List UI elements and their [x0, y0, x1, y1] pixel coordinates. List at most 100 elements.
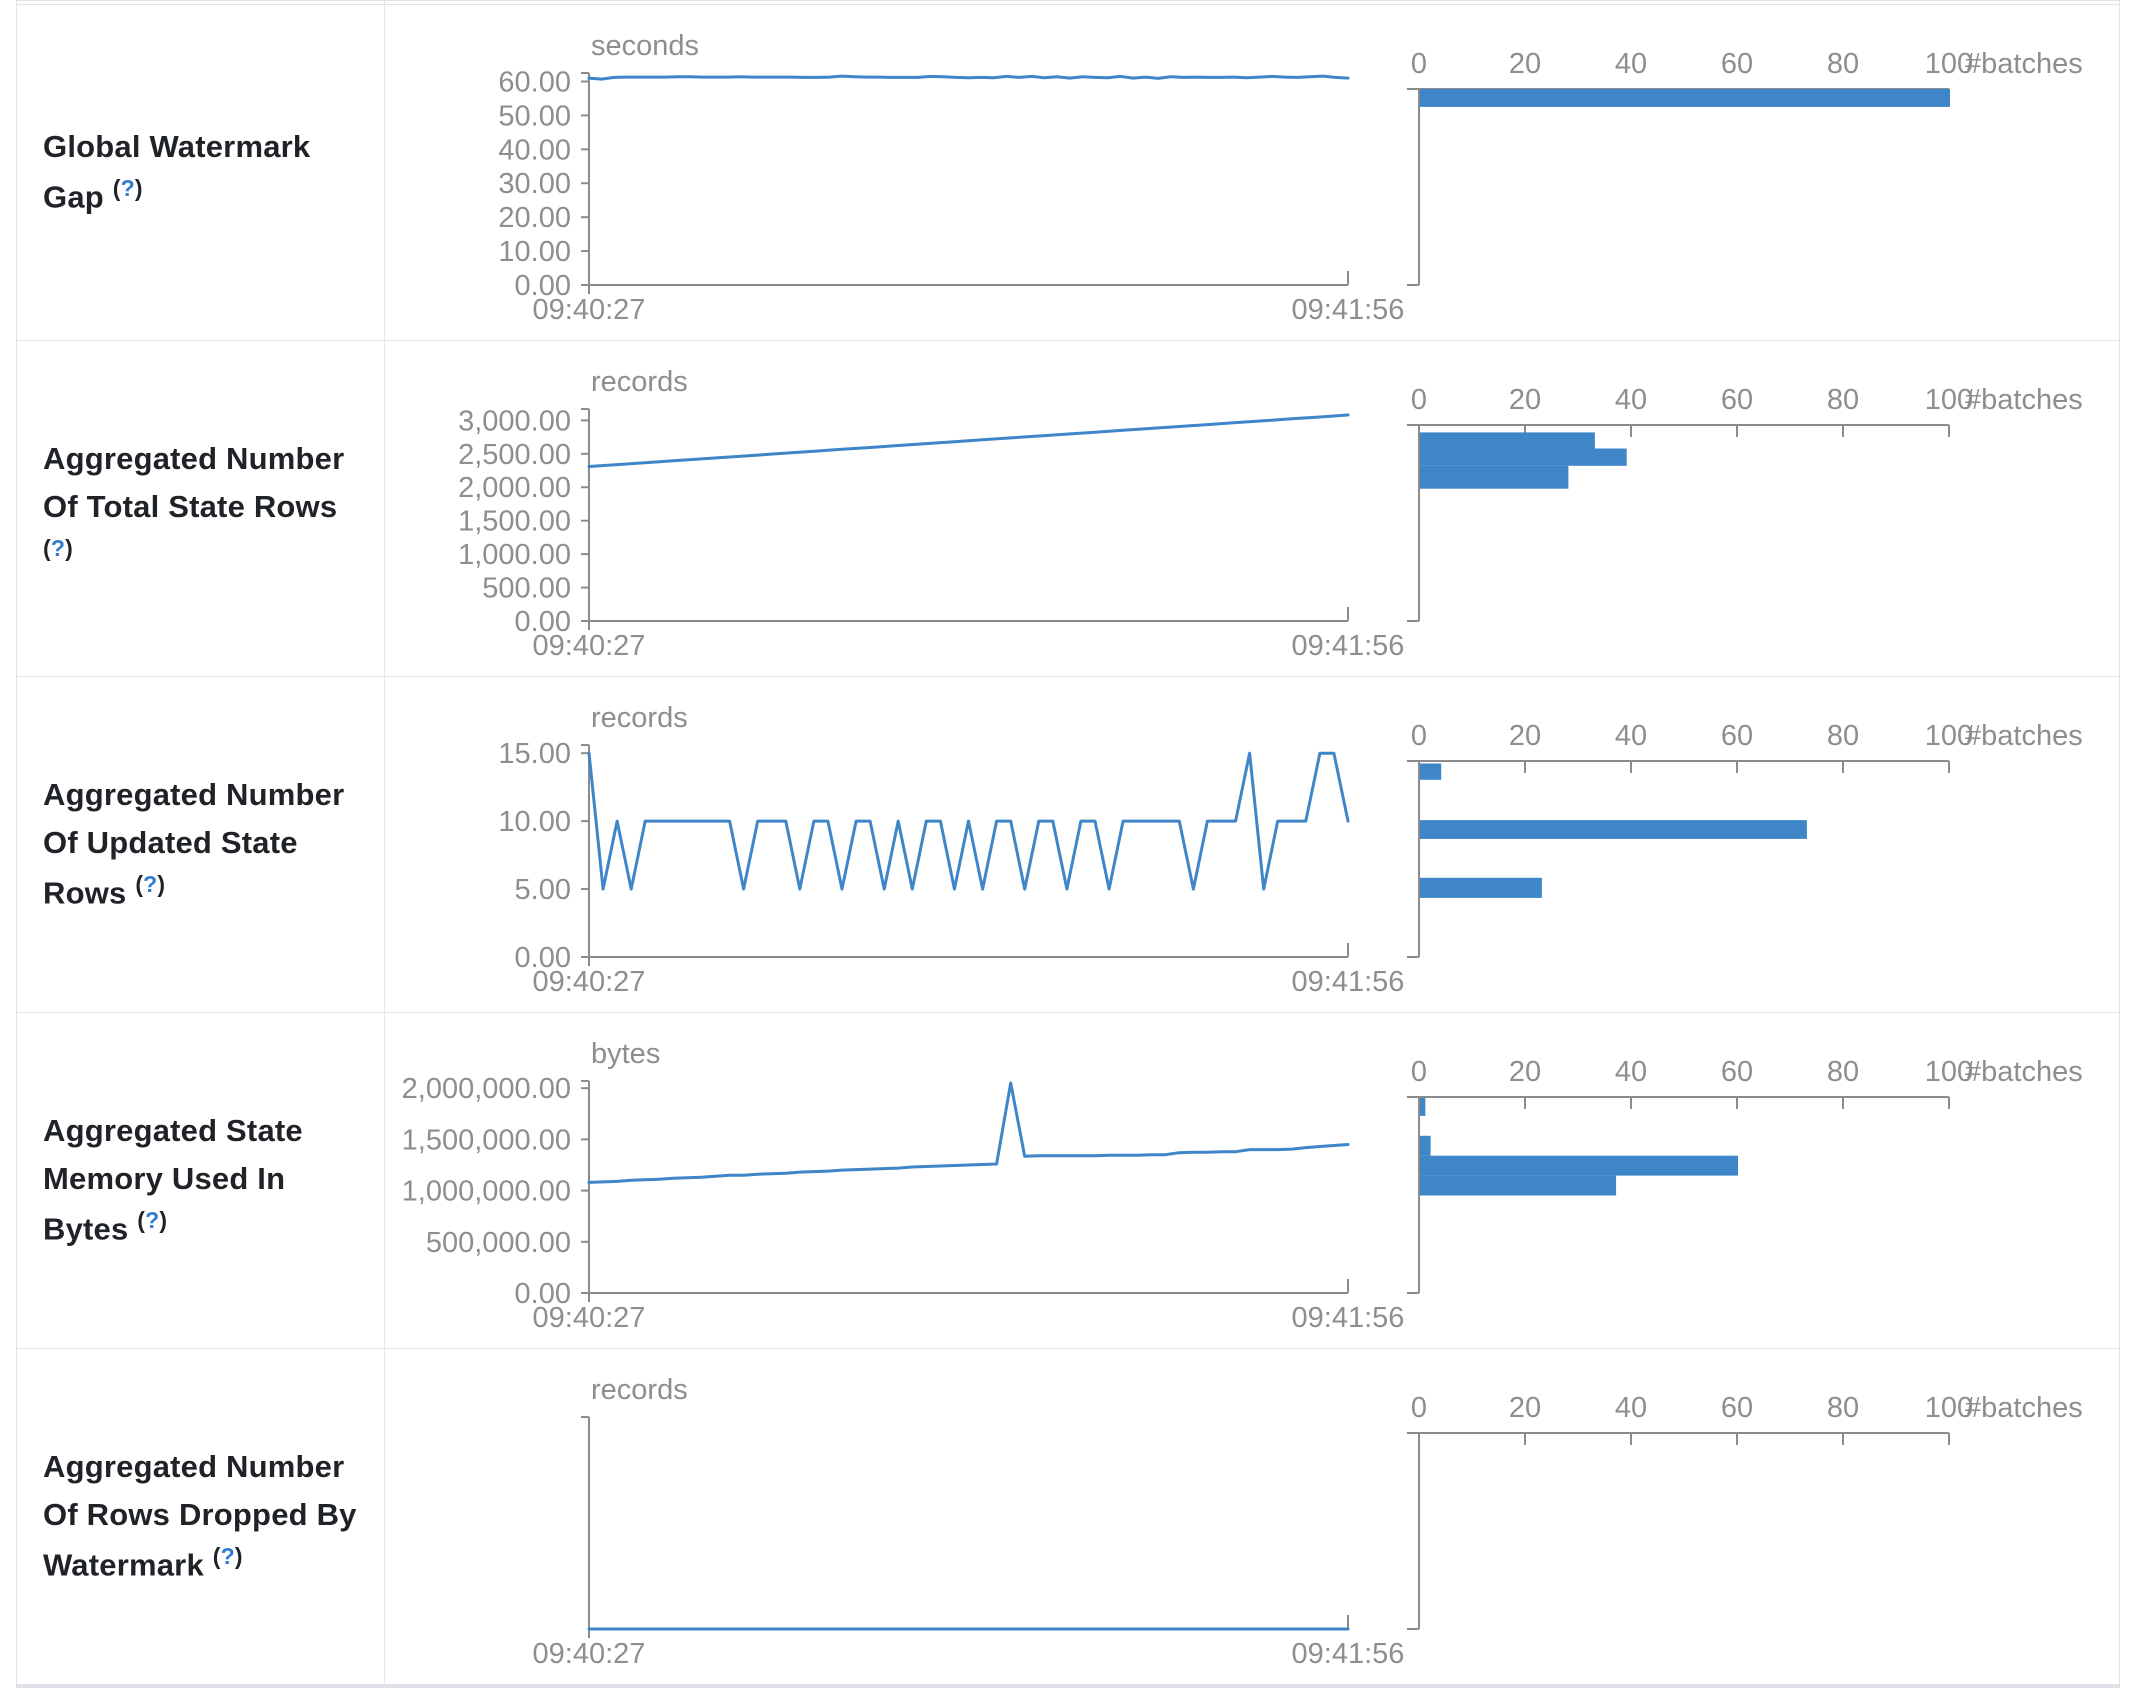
timeline-x-start-label: 09:40:27 — [533, 1302, 646, 1334]
histogram-bar — [1420, 1097, 1426, 1116]
timeline-x-end-label: 09:41:56 — [1292, 1302, 1405, 1334]
timeline-y-tick-label: 1,000.00 — [458, 539, 571, 571]
timeline-y-tick-label: 40.00 — [498, 134, 571, 166]
metric-title: Aggregated Number Of Rows Dropped By Wat… — [43, 1449, 357, 1583]
histogram-x-tick-label: 40 — [1615, 48, 1647, 80]
histogram-x-tick-label: 40 — [1615, 1392, 1647, 1424]
histogram-x-tick-label: 20 — [1509, 1392, 1541, 1424]
histogram-x-tick-label: 80 — [1827, 48, 1859, 80]
timeline-line — [587, 413, 1350, 468]
metric-title: Aggregated State Memory Used In Bytes — [43, 1113, 303, 1247]
question-mark[interactable]: ? — [120, 175, 135, 202]
metric-label: Global Watermark Gap (?) — [43, 123, 366, 221]
histogram-x-tick-label: 60 — [1721, 1056, 1753, 1088]
streaming-statistics-table: Global Watermark Gap (?) seconds 0.00 10.0… — [16, 0, 2120, 1688]
timeline-y-tick-label: 500,000.00 — [426, 1227, 571, 1259]
timeline-x-start-label: 09:40:27 — [533, 294, 646, 326]
metric-label-cell: Global Watermark Gap (?) — [17, 5, 385, 340]
question-mark[interactable]: ? — [145, 1207, 160, 1234]
histogram-x-tick-label: 0 — [1411, 1056, 1427, 1088]
histogram-bar — [1420, 448, 1627, 466]
chart-svg: bytes 0.00 500,000.00 1,000,000.00 1,500,000… — [402, 1038, 2083, 1334]
histogram-x-tick-label: 80 — [1827, 384, 1859, 416]
histogram-axis-label: #batches — [1965, 48, 2083, 80]
histogram-x-tick-label: 0 — [1411, 720, 1427, 752]
timeline-x-start-label: 09:40:27 — [533, 966, 646, 998]
metric-title: Aggregated Number Of Updated State Rows — [43, 777, 345, 911]
timeline-y-tick-label: 0.00 — [515, 270, 571, 302]
histogram-x-tick-label: 20 — [1509, 720, 1541, 752]
help-tooltip[interactable]: (?) — [112, 175, 143, 202]
timeline-y-tick-label: 20.00 — [498, 202, 571, 234]
help-tooltip[interactable]: (?) — [43, 535, 73, 562]
question-mark[interactable]: ? — [143, 871, 158, 898]
histogram-x-tick-label: 60 — [1721, 720, 1753, 752]
help-tooltip[interactable]: (?) — [212, 1543, 243, 1570]
help-tooltip[interactable]: (?) — [135, 871, 166, 898]
histogram-x-tick-label: 100 — [1925, 1392, 1973, 1424]
histogram-x-tick-label: 100 — [1925, 384, 1973, 416]
metric-label: Aggregated Number Of Total State Rows (?… — [43, 435, 366, 581]
timeline-y-tick-label: 1,000,000.00 — [402, 1176, 571, 1208]
histogram-x-tick-label: 20 — [1509, 48, 1541, 80]
histogram-x-tick-label: 40 — [1615, 384, 1647, 416]
histogram-axis-label: #batches — [1965, 1056, 2083, 1088]
histogram-x-tick-label: 20 — [1509, 384, 1541, 416]
unit-label: seconds — [591, 30, 699, 62]
timeline-y-tick-label: 2,000,000.00 — [402, 1073, 571, 1105]
metric-label-cell: Aggregated Number Of Updated State Rows … — [17, 677, 385, 1012]
question-mark[interactable]: ? — [50, 535, 66, 562]
timeline-histogram-chart: bytes 0.00 500,000.00 1,000,000.00 1,500,000… — [385, 1013, 2119, 1348]
timeline-y-tick-label: 60.00 — [498, 66, 571, 98]
timeline-y-tick-label: 0.00 — [515, 606, 571, 638]
metric-title: Aggregated Number Of Total State Rows — [43, 441, 345, 525]
histogram-x-tick-label: 40 — [1615, 1056, 1647, 1088]
timeline-y-tick-label: 10.00 — [498, 806, 571, 838]
metric-row-state-memory-used: Aggregated State Memory Used In Bytes (?… — [17, 1013, 2119, 1349]
timeline-x-start-label: 09:40:27 — [533, 1638, 646, 1670]
timeline-histogram-chart: records 0.00 5.00 10.00 15.00 09:40:27 09:41:5… — [385, 677, 2119, 1012]
chart-svg: records 09:40:27 09:41:56 0 20 40 60 80 100#batc… — [533, 1374, 2083, 1670]
timeline-histogram-chart: records 0.00 500.00 1,000.00 1,500.00 2,000.0… — [385, 341, 2119, 676]
timeline-y-tick-label: 0.00 — [515, 942, 571, 974]
timeline-y-tick-label: 10.00 — [498, 236, 571, 268]
timeline-y-tick-label: 1,500,000.00 — [402, 1124, 571, 1156]
histogram-x-tick-label: 60 — [1721, 384, 1753, 416]
histogram-bar — [1420, 820, 1807, 839]
timeline-y-tick-label: 500.00 — [482, 573, 571, 605]
metric-label-cell: Aggregated State Memory Used In Bytes (?… — [17, 1013, 385, 1348]
histogram-bar — [1420, 465, 1569, 489]
timeline-x-start-label: 09:40:27 — [533, 630, 646, 662]
unit-label: records — [591, 366, 688, 398]
timeline-line — [587, 1081, 1350, 1184]
histogram-x-tick-label: 100 — [1925, 1056, 1973, 1088]
metric-row-total-state-rows: Aggregated Number Of Total State Rows (?… — [17, 341, 2119, 677]
histogram-bar — [1420, 432, 1595, 449]
timeline-histogram-chart: seconds 0.00 10.00 20.00 30.00 40.00 50.00 60.0… — [385, 5, 2119, 340]
chart-svg: records 0.00500.001,000.001,500.002,000.0… — [458, 366, 2083, 662]
metric-label: Aggregated Number Of Updated State Rows … — [43, 771, 366, 917]
histogram-axis-label: #batches — [1965, 384, 2083, 416]
histogram-x-tick-label: 0 — [1411, 1392, 1427, 1424]
question-mark[interactable]: ? — [220, 1543, 235, 1570]
timeline-x-end-label: 09:41:56 — [1292, 1638, 1405, 1670]
help-tooltip[interactable]: (?) — [137, 1207, 168, 1234]
timeline-x-end-label: 09:41:56 — [1292, 294, 1405, 326]
unit-label: records — [591, 1374, 688, 1406]
histogram-x-tick-label: 80 — [1827, 1392, 1859, 1424]
metric-label: Aggregated State Memory Used In Bytes (?… — [43, 1107, 366, 1253]
chart-svg: records 0.00 5.00 10.00 15.00 09:40:27 09:41:5… — [498, 702, 2082, 998]
timeline-y-tick-label: 2,500.00 — [458, 439, 571, 471]
histogram-x-tick-label: 60 — [1721, 1392, 1753, 1424]
histogram-x-tick-label: 100 — [1925, 720, 1973, 752]
metric-row-global-watermark-gap: Global Watermark Gap (?) seconds 0.00 10.0… — [17, 5, 2119, 341]
timeline-y-tick-label: 3,000.00 — [458, 405, 571, 437]
metric-row-rows-dropped-by-watermark: Aggregated Number Of Rows Dropped By Wat… — [17, 1349, 2119, 1684]
timeline-histogram-chart: records 09:40:27 09:41:56 0 20 40 60 80 100 #batc… — [385, 1349, 2119, 1684]
timeline-line — [587, 751, 1350, 891]
histogram-x-tick-label: 0 — [1411, 48, 1427, 80]
histogram-x-tick-label: 20 — [1509, 1056, 1541, 1088]
timeline-x-end-label: 09:41:56 — [1292, 630, 1405, 662]
previous-row-edge — [17, 1, 2119, 5]
timeline-y-tick-label: 2,000.00 — [458, 472, 571, 504]
